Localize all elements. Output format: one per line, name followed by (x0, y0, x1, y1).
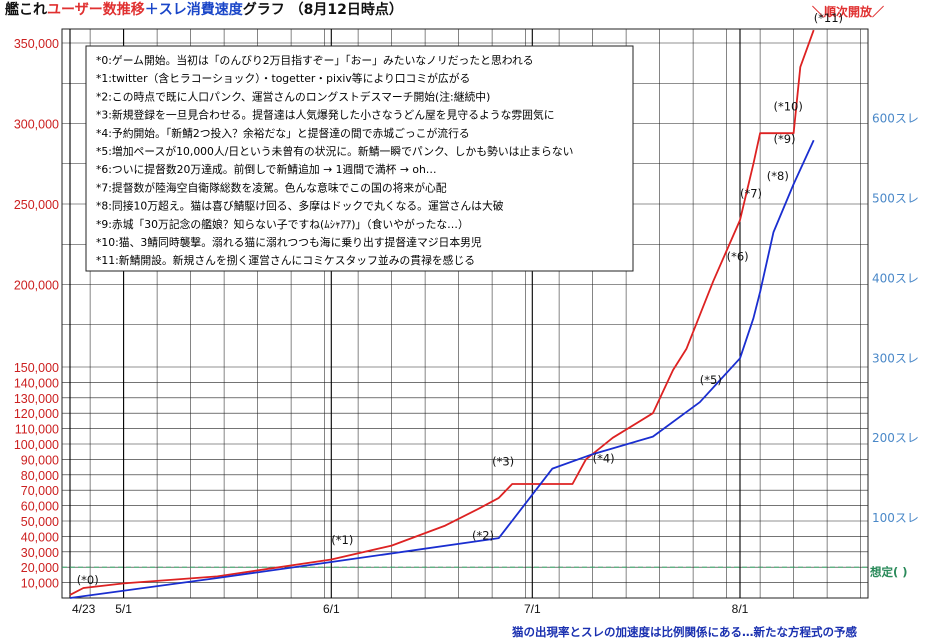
y-left-tick-label: 120,000 (14, 407, 59, 421)
legend-box (85, 45, 634, 272)
y-left-tick-label: 10,000 (21, 577, 59, 591)
y-right-tick-label: 100スレ (872, 511, 919, 525)
legend-line: *1:twitter（含ヒラコーショック）・togetter・pixiv等により… (96, 71, 470, 85)
y-left-tick-label: 30,000 (21, 546, 59, 560)
y-left-tick-label: 150,000 (14, 361, 59, 375)
legend-line: *4:予約開始。「新鯖2つ投入？余裕だな」と提督達の間で赤城ごっこが流行る (96, 126, 470, 140)
y-right-tick-label: 500スレ (872, 192, 919, 206)
annotation-label: (*4) (593, 451, 615, 465)
legend-line: *3:新規登録を一旦見合わせる。提督達は人気爆発した小さなうどん屋を見守るような… (96, 108, 555, 122)
y-left-tick-label: 300,000 (14, 118, 59, 132)
chart-title: 艦これユーザー数推移＋スレ消費速度グラフ （8月12日時点） (5, 1, 403, 18)
annotation-label: (*3) (492, 455, 514, 469)
y-right-tick-label: 300スレ (872, 351, 919, 365)
y-left-tick-label: 250,000 (14, 198, 59, 212)
annotation-label: (*11) (814, 11, 843, 25)
y-left-tick-label: 130,000 (14, 392, 59, 406)
x-tick-label: 8/1 (732, 602, 749, 616)
y-left-tick-label: 110,000 (15, 423, 59, 437)
legend-line: *6:ついに提督数20万達成。前倒しで新鯖追加 → 1週間で満杯 → oh… (96, 162, 437, 176)
annotation-legend: *0:ゲーム開始。当初は「のんびり2万目指すぞー」「おー」みたいなノリだったと思… (85, 45, 634, 272)
legend-line: *11:新鯖開設。新規さんを捌く運営さんにコミケスタッフ並みの貫禄を感じる (96, 253, 475, 267)
users-series-line (69, 29, 815, 596)
annotation-labels: (*0) (*1) (*2) (*3) (*4) (*5) (*6) (*7) (*8) (*9)… (77, 11, 843, 587)
y-left-tick-label: 350,000 (14, 37, 59, 51)
y-left-tick-label: 80,000 (21, 469, 59, 483)
y-left-tick-label: 90,000 (21, 453, 59, 467)
annotation-label: (*9) (774, 132, 796, 146)
y-left-tick-label: 20,000 (21, 561, 59, 575)
footer-note: 猫の出現率とスレの加速度は比例関係にある…新たな方程式の予感 (512, 625, 857, 639)
legend-line: *9:赤城「30万記念の艦娘？知らない子ですね(ﾑｼｬｱｱ)」（食いやがったな…… (96, 217, 469, 231)
legend-line: *10:猫、3鯖同時襲撃。溺れる猫に溺れつつも海に乗り出す提督達マジ日本男児 (96, 235, 482, 249)
annotation-label: (*8) (767, 169, 789, 183)
svg-text:艦これユーザー数推移＋スレ消費速度グラフ （8月12日時点）: 艦これユーザー数推移＋スレ消費速度グラフ （8月12日時点） (5, 1, 403, 18)
annotation-label: (*6) (727, 249, 749, 263)
annotation-label: (*2) (472, 528, 494, 542)
annotation-label: (*5) (700, 373, 722, 387)
open-sequentially-label: ＼順次開放／ (812, 4, 884, 19)
y-left-tick-label: 50,000 (21, 515, 59, 529)
legend-line: *2:この時点で既に人口パンク、運営さんのロングストデスマーチ開始(注:継続中) (96, 89, 490, 103)
annotation-label: (*0) (77, 573, 99, 587)
assumed-label: 想定( ) (869, 565, 908, 579)
legend-line: *7:提督数が陸海空自衛隊総数を凌駕。色んな意味でこの国の将来が心配 (96, 180, 447, 194)
y-right-tick-label: 600スレ (872, 112, 919, 126)
x-tick-label: 4/23 (72, 602, 96, 616)
x-tick-label: 7/1 (524, 602, 541, 616)
y-left-tick-label: 140,000 (14, 376, 59, 390)
x-tick-label: 6/1 (323, 602, 340, 616)
series-lines (69, 29, 815, 599)
y-left-tick-label: 70,000 (21, 484, 59, 498)
y-right-tick-label: 200スレ (872, 431, 919, 445)
legend-line: *5:増加ペースが10,000人/日という未曾有の状況に。新鯖一瞬でパンク、しか… (96, 144, 573, 158)
y-right-tick-label: 400スレ (872, 271, 919, 285)
x-tick-label: 5/1 (115, 602, 132, 616)
y-left-tick-label: 100,000 (14, 438, 59, 452)
y-left-tick-label: 200,000 (14, 279, 59, 293)
legend-line: *8:同接10万超え。猫は喜び鯖駆け回る、多摩はドックで丸くなる。運営さんは大破 (96, 199, 504, 213)
legend-line: *0:ゲーム開始。当初は「のんびり2万目指すぞー」「おー」みたいなノリだったと思… (96, 53, 534, 67)
annotation-label: (*10) (774, 100, 803, 114)
y-left-tick-label: 40,000 (21, 530, 59, 544)
annotation-label: (*7) (740, 187, 762, 201)
plot-frame (61, 28, 869, 599)
threads-series-line (69, 139, 815, 599)
annotation-label: (*1) (331, 533, 353, 547)
y-left-tick-label: 60,000 (21, 500, 59, 514)
